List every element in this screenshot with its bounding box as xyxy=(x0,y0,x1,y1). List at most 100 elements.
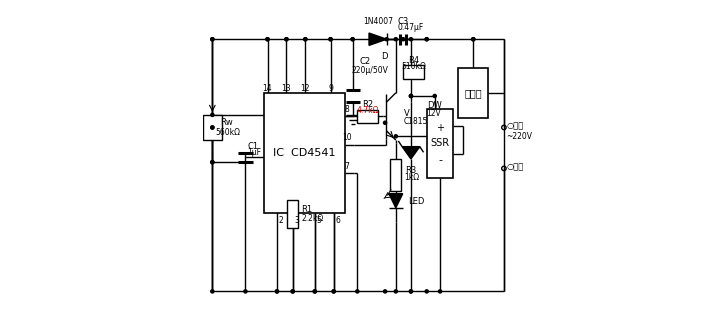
Text: LED: LED xyxy=(408,197,424,206)
Text: SSR: SSR xyxy=(430,138,450,148)
Text: 220μ/50V: 220μ/50V xyxy=(352,66,389,75)
Circle shape xyxy=(472,38,474,41)
Text: R2: R2 xyxy=(362,100,373,109)
Circle shape xyxy=(266,38,269,41)
Polygon shape xyxy=(369,33,386,45)
Text: R3: R3 xyxy=(404,166,416,175)
Text: 560kΩ: 560kΩ xyxy=(216,128,241,137)
Text: -: - xyxy=(438,156,442,166)
Circle shape xyxy=(355,290,359,293)
Text: 2: 2 xyxy=(278,216,283,225)
Circle shape xyxy=(384,290,386,293)
Text: 12V: 12V xyxy=(427,109,441,118)
Circle shape xyxy=(211,161,214,164)
Circle shape xyxy=(410,38,412,41)
Circle shape xyxy=(211,161,214,164)
Text: R4: R4 xyxy=(408,56,419,65)
Text: V: V xyxy=(404,109,410,118)
Circle shape xyxy=(402,38,404,41)
Text: 1kΩ: 1kΩ xyxy=(404,173,420,183)
Text: C2: C2 xyxy=(360,57,371,66)
Circle shape xyxy=(275,290,278,293)
Circle shape xyxy=(394,135,397,138)
Bar xyxy=(403,66,423,79)
Text: 14: 14 xyxy=(262,84,273,93)
Circle shape xyxy=(275,290,278,293)
Circle shape xyxy=(425,38,428,41)
Text: 10: 10 xyxy=(342,133,352,142)
Circle shape xyxy=(410,94,412,98)
Circle shape xyxy=(285,38,288,41)
Text: C1: C1 xyxy=(247,142,258,151)
Text: ○相线: ○相线 xyxy=(506,121,523,130)
Circle shape xyxy=(313,290,317,293)
Text: 12: 12 xyxy=(301,84,310,93)
Circle shape xyxy=(394,290,397,293)
Circle shape xyxy=(211,126,214,129)
Bar xyxy=(287,200,298,228)
Text: R1: R1 xyxy=(301,205,313,214)
Bar xyxy=(390,159,402,190)
Polygon shape xyxy=(389,194,403,208)
Text: C3: C3 xyxy=(397,17,409,26)
Circle shape xyxy=(285,38,288,41)
Circle shape xyxy=(433,94,436,98)
Text: 2.2kΩ: 2.2kΩ xyxy=(301,214,324,223)
Circle shape xyxy=(313,290,317,293)
Text: IC  CD4541: IC CD4541 xyxy=(273,148,336,158)
Circle shape xyxy=(211,126,214,129)
Circle shape xyxy=(410,94,412,98)
Circle shape xyxy=(351,38,354,41)
Circle shape xyxy=(266,38,269,41)
Circle shape xyxy=(329,38,332,41)
Circle shape xyxy=(304,38,307,41)
Circle shape xyxy=(211,113,214,116)
Circle shape xyxy=(472,38,475,41)
Text: 7: 7 xyxy=(345,162,350,171)
Text: 9: 9 xyxy=(328,84,333,93)
Text: 4.7kΩ: 4.7kΩ xyxy=(356,106,379,115)
Text: ○零线: ○零线 xyxy=(506,162,523,171)
Circle shape xyxy=(291,290,294,293)
Circle shape xyxy=(376,38,379,41)
Text: 3: 3 xyxy=(294,216,299,225)
Circle shape xyxy=(332,290,335,293)
Circle shape xyxy=(410,290,412,293)
Text: 8: 8 xyxy=(345,105,350,114)
Bar xyxy=(265,93,345,213)
Text: Rᴡ: Rᴡ xyxy=(220,118,233,127)
Text: 1μF: 1μF xyxy=(247,148,261,157)
Text: 0.47μF: 0.47μF xyxy=(398,23,424,32)
Text: C1815: C1815 xyxy=(404,117,428,126)
Circle shape xyxy=(244,290,247,293)
Text: D: D xyxy=(381,52,387,61)
Text: ~220V: ~220V xyxy=(506,132,532,142)
Circle shape xyxy=(291,290,294,293)
Circle shape xyxy=(211,38,214,41)
Polygon shape xyxy=(402,147,420,159)
Text: 6: 6 xyxy=(335,216,340,225)
Circle shape xyxy=(211,38,214,41)
Bar xyxy=(459,68,488,118)
Text: DW: DW xyxy=(427,101,441,110)
Bar xyxy=(427,108,454,178)
Circle shape xyxy=(385,38,388,41)
Text: 510kΩ: 510kΩ xyxy=(401,62,426,71)
Circle shape xyxy=(304,38,307,41)
Circle shape xyxy=(438,290,442,293)
Circle shape xyxy=(404,38,408,41)
Circle shape xyxy=(394,38,397,41)
Text: 用电器: 用电器 xyxy=(464,88,482,98)
Text: 1N4007: 1N4007 xyxy=(363,17,393,26)
Circle shape xyxy=(329,38,332,41)
Circle shape xyxy=(384,121,386,124)
Circle shape xyxy=(425,290,428,293)
Circle shape xyxy=(351,38,354,41)
Text: 13: 13 xyxy=(282,84,291,93)
Text: 5: 5 xyxy=(316,216,321,225)
Circle shape xyxy=(211,290,214,293)
Text: +: + xyxy=(436,123,444,133)
Circle shape xyxy=(410,290,412,293)
Bar xyxy=(203,115,222,140)
Circle shape xyxy=(425,38,428,41)
